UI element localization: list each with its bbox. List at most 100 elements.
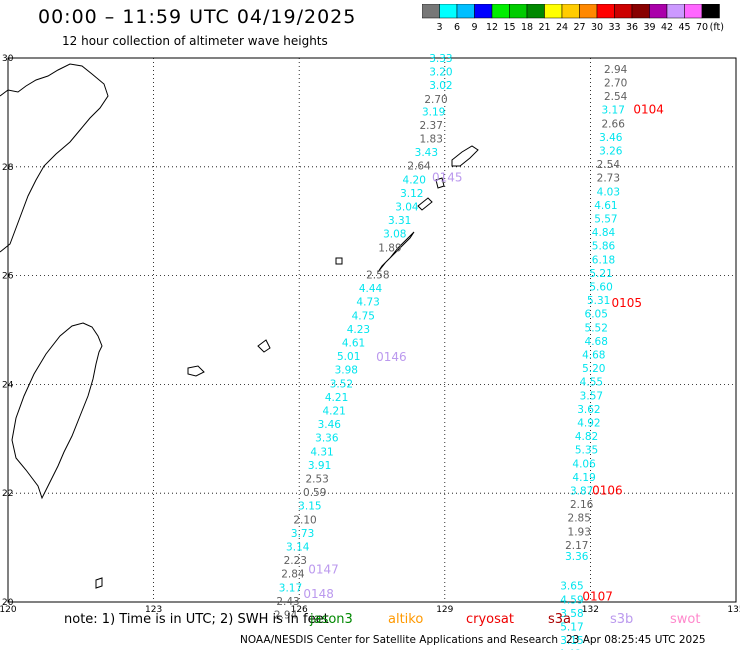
wave-height-label: 3.17 bbox=[602, 105, 625, 117]
wave-height-label: 4.23 bbox=[347, 324, 370, 336]
satellite-cryosat: cryosat bbox=[466, 612, 514, 627]
wave-height-label: 3.43 bbox=[415, 147, 438, 159]
pass-id-label: 0105 bbox=[612, 296, 643, 310]
wave-height-label: 5.31 bbox=[587, 295, 610, 307]
wave-height-label: 2.43 bbox=[276, 596, 299, 608]
wave-height-label: 1.83 bbox=[420, 134, 443, 146]
wave-height-label: 2.70 bbox=[604, 77, 627, 89]
coastline bbox=[0, 63, 479, 589]
wave-height-label: 2.73 bbox=[597, 173, 620, 185]
wave-height-label: 3.17 bbox=[279, 582, 302, 594]
scale-label: 3 bbox=[436, 22, 442, 33]
pass-id-label: 0106 bbox=[592, 483, 623, 497]
wave-height-label: 5.60 bbox=[589, 281, 612, 293]
wave-height-label: 2.94 bbox=[604, 64, 628, 76]
x-tick-label: 129 bbox=[436, 605, 453, 615]
wave-height-label: 4.84 bbox=[592, 227, 616, 239]
coastline-kyushu bbox=[0, 63, 109, 253]
x-tick-label: 135 bbox=[727, 605, 740, 615]
wave-height-label: 2.23 bbox=[284, 555, 307, 567]
wave-height-label: 2.58 bbox=[366, 270, 389, 282]
coastline-small-islet-1 bbox=[95, 577, 103, 589]
scale-label: 24 bbox=[556, 22, 568, 33]
coastline-taiwan bbox=[11, 322, 103, 500]
y-tick-label: 20 bbox=[2, 598, 14, 608]
pass-id-label: 0146 bbox=[376, 350, 407, 364]
lat-lon-grid: 120 123 126 129 132 135 30 28 26 24 22 20 bbox=[0, 54, 740, 615]
pass-id-label: 0107 bbox=[582, 590, 613, 604]
satellite-altiko: altiko bbox=[388, 612, 424, 627]
y-tick-label: 30 bbox=[2, 54, 14, 64]
wave-height-label: 4.21 bbox=[325, 392, 348, 404]
wave-height-label: 4.68 bbox=[585, 336, 608, 348]
pass-id-label: 0145 bbox=[432, 171, 463, 185]
wave-height-label: 2.85 bbox=[568, 513, 591, 525]
wave-height-label: 3.73 bbox=[291, 528, 314, 540]
wave-height-label: 0.59 bbox=[303, 487, 326, 499]
scale-label: 30 bbox=[591, 22, 603, 33]
wave-height-label: 3.58 bbox=[560, 608, 583, 620]
wave-height-label: 4.82 bbox=[575, 431, 598, 443]
wave-height-label: 5.52 bbox=[585, 322, 608, 334]
pass-id-labels: 0104 0145 0105 0146 0106 0147 0148 0107 bbox=[303, 103, 664, 604]
wave-height-label: 6.18 bbox=[592, 254, 615, 266]
y-tick-label: 22 bbox=[2, 489, 13, 499]
wave-height-label: 4.92 bbox=[577, 417, 600, 429]
wave-height-label: 5.20 bbox=[582, 363, 605, 375]
wave-height-label: 3.19 bbox=[422, 106, 445, 118]
wave-height-label: 3.36 bbox=[565, 551, 589, 563]
satellite-s3b: s3b bbox=[610, 612, 634, 627]
color-scale-legend: 3 6 9 12 15 18 21 24 27 30 33 36 39 42 45 70 (ft) bbox=[422, 4, 724, 33]
altimeter-track-east: 2.942.70 2.54 3.172.66 3.463.26 2.54 2.734.03… bbox=[558, 64, 628, 650]
wave-height-label: 4.21 bbox=[322, 406, 345, 418]
satellite-s3a: s3a bbox=[548, 612, 572, 627]
wave-height-label: 3.98 bbox=[335, 365, 358, 377]
wave-height-label: 3.62 bbox=[577, 404, 600, 416]
wave-height-label: 2.54 bbox=[597, 159, 621, 171]
footer-credit: NOAA/NESDIS Center for Satellite Applica… bbox=[240, 634, 558, 646]
wave-height-label: 2.17 bbox=[565, 540, 588, 552]
wave-height-label: 3.52 bbox=[330, 378, 353, 390]
wave-height-label: 3.20 bbox=[429, 67, 452, 79]
wave-height-label: 3.91 bbox=[308, 460, 331, 472]
page-title: 00:00 – 11:59 UTC 04/19/2025 bbox=[38, 6, 357, 28]
scale-label: 39 bbox=[643, 22, 655, 33]
wave-height-label: 3.33 bbox=[429, 53, 452, 65]
page-subtitle: 12 hour collection of altimeter wave hei… bbox=[62, 34, 328, 48]
wave-height-label: 2.54 bbox=[604, 91, 628, 103]
wave-height-label: 3.65 bbox=[560, 581, 583, 593]
wave-height-label: 2.66 bbox=[602, 118, 626, 130]
wave-height-label: 3.15 bbox=[560, 635, 583, 647]
y-tick-label: 28 bbox=[2, 163, 14, 173]
scale-label: 42 bbox=[661, 22, 673, 33]
wave-height-label: 5.21 bbox=[589, 268, 612, 280]
pass-id-label: 0148 bbox=[303, 587, 334, 601]
wave-height-label: 3.15 bbox=[298, 501, 321, 513]
wave-height-label: 2.94 bbox=[274, 610, 298, 622]
x-tick-label: 123 bbox=[145, 605, 162, 615]
scale-label: 6 bbox=[454, 22, 460, 33]
scale-label: 12 bbox=[486, 22, 498, 33]
wave-height-label: 4.73 bbox=[356, 297, 379, 309]
scale-label: 33 bbox=[608, 22, 620, 33]
wave-height-label: 2.10 bbox=[293, 514, 316, 526]
coastline-ishigaki bbox=[257, 339, 271, 353]
pass-id-label: 0104 bbox=[633, 103, 664, 117]
scale-label: 45 bbox=[678, 22, 690, 33]
y-tick-label: 24 bbox=[2, 380, 14, 390]
wave-height-label: 3.02 bbox=[429, 80, 452, 92]
x-tick-label: 132 bbox=[582, 605, 599, 615]
footer-timestamp: 23 Apr 08:25:45 UTC 2025 bbox=[566, 634, 706, 646]
wave-height-label: 4.61 bbox=[594, 200, 617, 212]
wave-height-label: 4.61 bbox=[342, 338, 365, 350]
satellite-jason3: jason3 bbox=[310, 612, 353, 627]
x-tick-label: 126 bbox=[291, 605, 308, 615]
wave-height-label: 4.44 bbox=[359, 283, 383, 295]
wave-height-label: 2.37 bbox=[420, 120, 443, 132]
pass-id-label: 0147 bbox=[308, 562, 339, 576]
wave-height-label: 5.86 bbox=[592, 241, 616, 253]
wave-height-label: 4.20 bbox=[403, 174, 426, 186]
wave-height-label: 4.55 bbox=[580, 377, 603, 389]
scale-label: 36 bbox=[626, 22, 638, 33]
wave-height-label: 3.46 bbox=[599, 132, 623, 144]
